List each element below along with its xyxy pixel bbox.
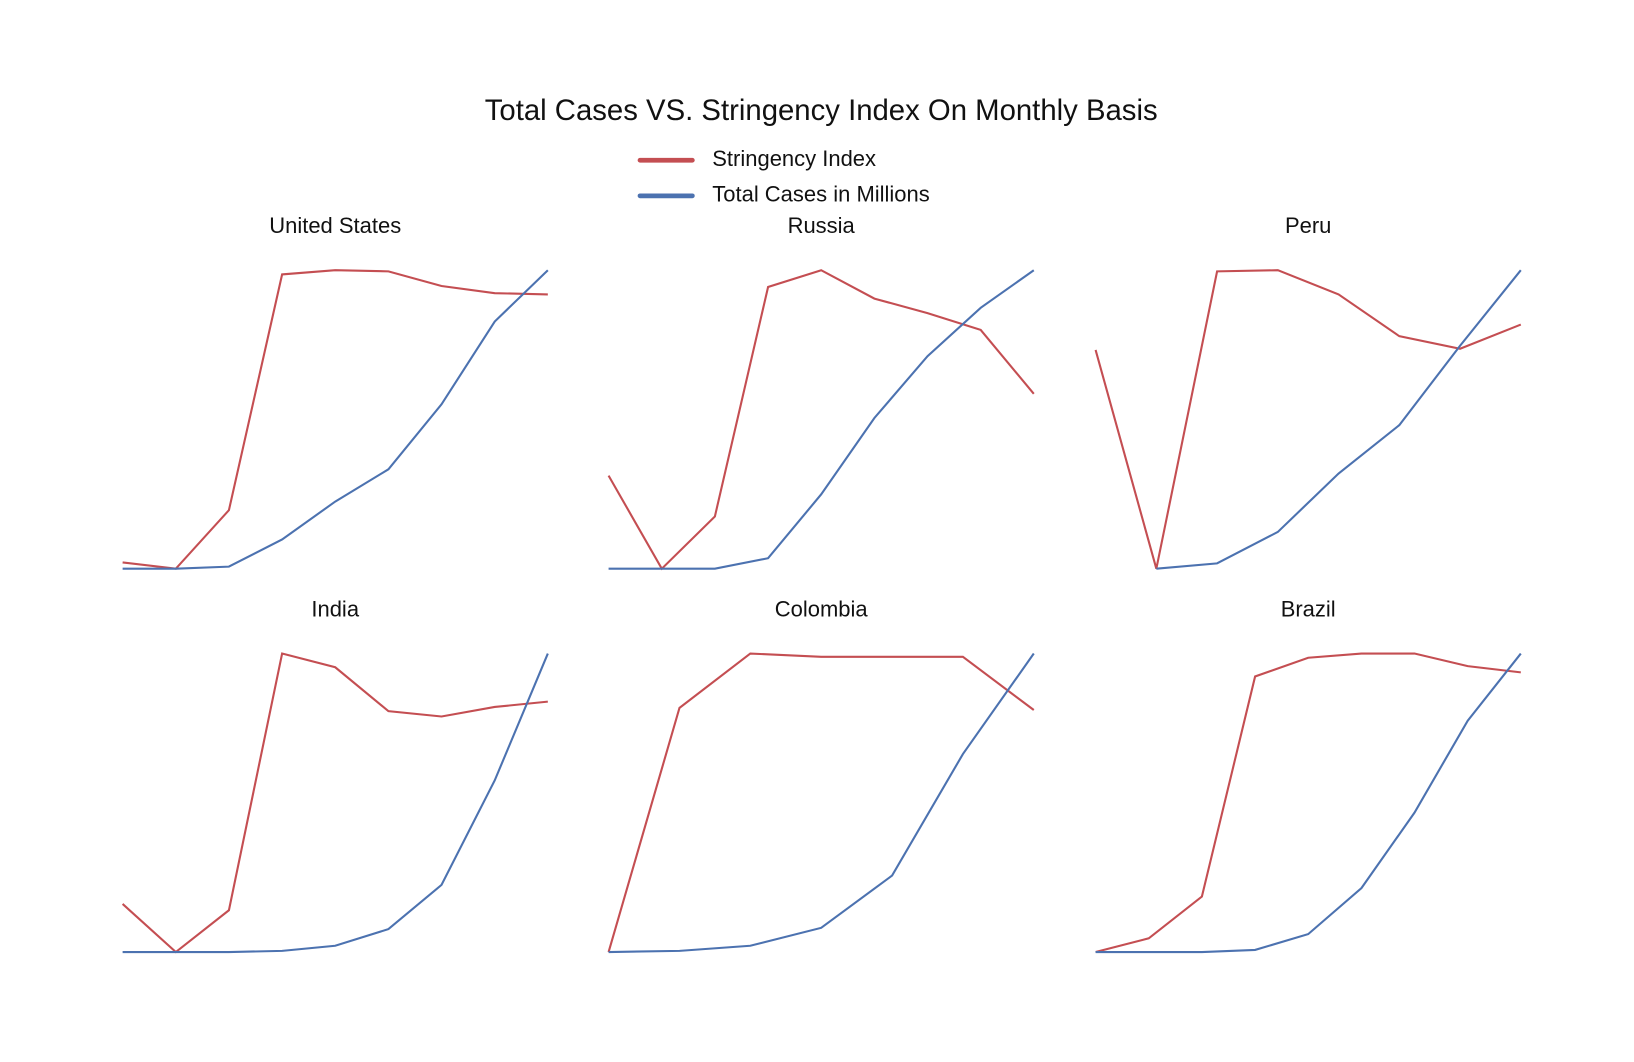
series-line xyxy=(608,269,1035,570)
panel-title: Colombia xyxy=(775,596,869,621)
series-line xyxy=(608,652,1035,954)
legend-label: Stringency Index xyxy=(712,146,876,171)
series-line xyxy=(607,269,1035,571)
panel-title: United States xyxy=(269,213,401,238)
series-line xyxy=(122,269,549,570)
series-line xyxy=(121,652,548,954)
series-line xyxy=(122,269,548,570)
series-line xyxy=(1095,652,1521,954)
series-line xyxy=(1094,269,1522,569)
legend-label: Total Cases in Millions xyxy=(712,182,929,207)
panel-title: Russia xyxy=(788,213,856,238)
series-line xyxy=(122,653,549,954)
panel-title: Peru xyxy=(1285,213,1331,238)
panel-title: Brazil xyxy=(1281,596,1336,621)
figure-title: Total Cases VS. Stringency Index On Mont… xyxy=(485,94,1158,127)
series-line xyxy=(607,652,1035,953)
series-line xyxy=(1156,269,1522,570)
series-line xyxy=(1095,652,1522,954)
panel-title: India xyxy=(311,596,359,621)
